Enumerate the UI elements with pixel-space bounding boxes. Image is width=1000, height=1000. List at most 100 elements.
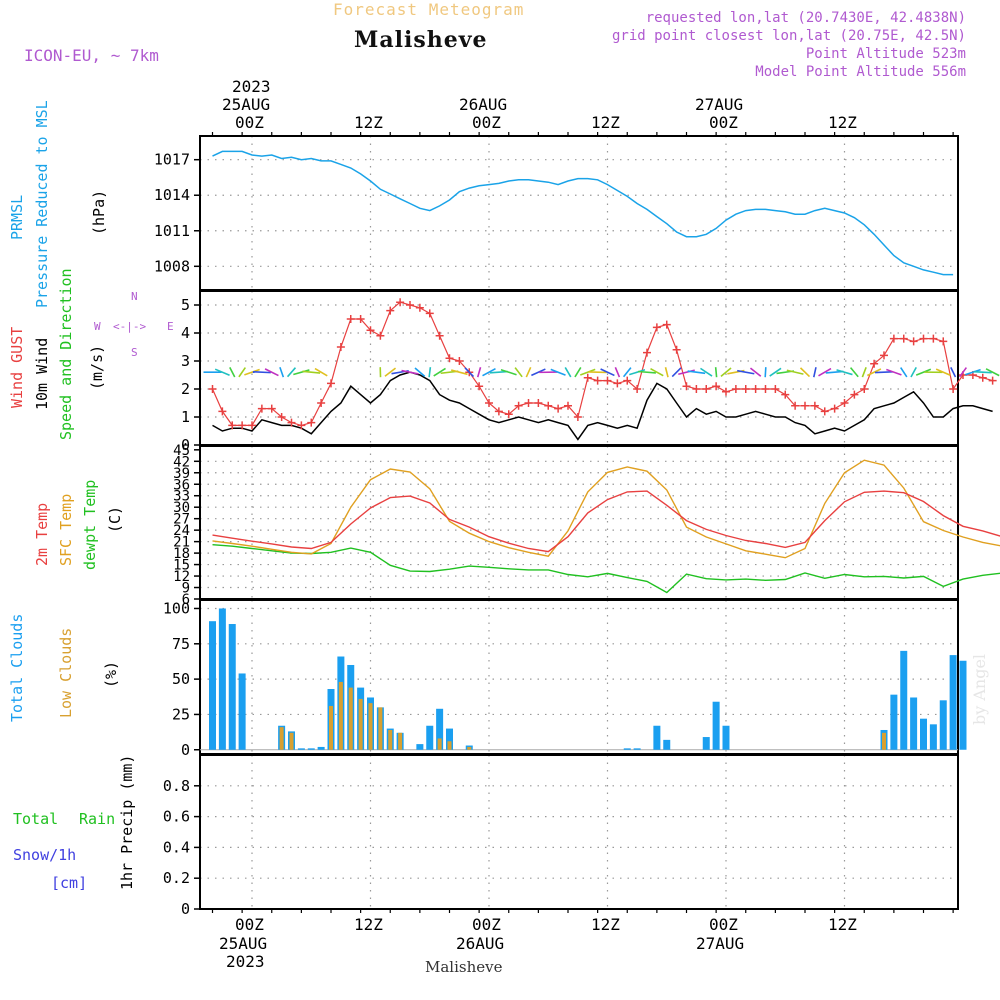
gust-marker (475, 382, 484, 391)
gust-marker (554, 404, 563, 413)
bottom-date-1: 25AUG (219, 934, 268, 953)
gust-marker (949, 385, 958, 393)
gust-marker (307, 418, 316, 427)
ytick-label: 15 (173, 558, 190, 574)
wind-direction-arrow (238, 367, 247, 378)
total-cloud-bar (209, 621, 216, 750)
gust-marker (731, 385, 740, 393)
low-cloud-bar (398, 732, 403, 750)
compass-e: E (167, 320, 174, 333)
wind-direction-arrow (985, 368, 1000, 377)
low-cloud-bar (338, 681, 343, 750)
wind-direction-arrow (279, 367, 285, 378)
compass-n: N (131, 290, 138, 303)
low-cloud-bar (368, 703, 373, 750)
total-cloud-bar (939, 700, 947, 750)
low-cloud-bar (329, 705, 333, 750)
dewpoint-line (212, 544, 1000, 594)
wind-direction-arrow (671, 367, 682, 378)
wind-direction-arrow (638, 370, 656, 374)
gust-marker (613, 379, 622, 388)
low-cloud-bar (447, 741, 452, 750)
bottom-tick-2: 12Z (354, 915, 383, 934)
wind-direction-arrow (964, 368, 981, 376)
gust-marker (623, 376, 632, 385)
total-cloud-bar (920, 718, 927, 750)
wind-direction-arrow (818, 367, 832, 377)
wind-direction-arrow (564, 367, 572, 378)
total-cloud-bar (436, 708, 444, 750)
gust-marker (248, 421, 256, 430)
requested-coords: requested lon,lat (20.7430E, 42.4838N) (645, 10, 966, 26)
wind-direction-arrow (600, 368, 615, 377)
gust-marker (850, 390, 859, 399)
low-cloud-bar (467, 746, 472, 750)
ytick-label: 36 (173, 477, 190, 493)
wind-direction-arrow (849, 367, 859, 378)
wind-direction-arrow (622, 367, 632, 378)
gust-marker (583, 373, 592, 382)
low-cloud-bar (358, 698, 363, 750)
ytick-label: 4 (181, 324, 190, 342)
wind-direction-arrow (525, 367, 532, 378)
gust-marker (712, 382, 721, 391)
wind-direction-arrow (866, 368, 882, 377)
total-cloud-bar (228, 624, 236, 750)
panel-frame-precip (199, 754, 959, 910)
model-altitude: Model Point Altitude 556m (755, 64, 966, 80)
wind-direction-arrow (786, 369, 804, 375)
gust-marker (860, 385, 869, 393)
gust-marker (722, 387, 730, 396)
chart-subtitle: Forecast Meteogram (333, 0, 525, 19)
gust-marker (771, 385, 780, 393)
gust-marker (830, 404, 839, 413)
precip-legend-snow: Snow/1h (13, 846, 77, 864)
gust-marker (445, 354, 454, 363)
gust-marker (889, 334, 898, 343)
gust-marker (880, 351, 888, 360)
ytick-label: 39 (173, 466, 190, 482)
total-cloud-bar (633, 748, 641, 750)
bottom-tick-6: 12Z (828, 915, 857, 934)
low-cloud-bar (378, 707, 383, 750)
ytick-label: 27 (173, 512, 190, 528)
bottom-tick-4: 12Z (591, 915, 620, 934)
top-tick-5: 00Z (709, 113, 738, 132)
top-tick-1: 00Z (235, 113, 264, 132)
top-tick-6: 12Z (828, 113, 857, 132)
wind-direction-arrow (700, 367, 713, 377)
gust-marker (297, 421, 306, 430)
wind-direction-arrow (414, 367, 426, 378)
wind-direction-arrow (950, 367, 957, 378)
gust-marker (544, 401, 553, 410)
top-tick-2: 12Z (354, 113, 383, 132)
gust-marker (435, 331, 444, 340)
total-cloud-bar (238, 673, 246, 750)
wind-direction-arrow (286, 367, 297, 378)
wind-direction-arrow (500, 368, 517, 376)
wind-direction-arrow (714, 367, 718, 378)
gust-marker (682, 382, 691, 391)
low-cloud-bar (437, 738, 442, 750)
gust-marker (287, 418, 296, 427)
bottom-year: 2023 (226, 952, 265, 971)
gust-marker (801, 401, 809, 410)
wind-direction-arrow (629, 369, 646, 376)
ytick-label: 0.6 (163, 808, 190, 826)
gust-marker (406, 301, 414, 309)
total-cloud-bar (702, 737, 710, 750)
top-tick-3: 00Z (472, 113, 501, 132)
total-cloud-bar (900, 650, 908, 750)
gust-marker (327, 379, 335, 388)
model-label: ICON-EU, ~ 7km (24, 46, 159, 65)
gust-marker (267, 404, 276, 413)
gust-marker (643, 348, 651, 357)
low-cloud-bar (289, 732, 294, 750)
gust-marker (909, 337, 918, 346)
ytick-label: 0.2 (163, 869, 190, 887)
top-date-1: 25AUG (222, 95, 271, 114)
total-cloud-bar (910, 697, 918, 750)
precip-legend-total: Total (13, 810, 59, 828)
total-cloud-bar (416, 744, 424, 750)
